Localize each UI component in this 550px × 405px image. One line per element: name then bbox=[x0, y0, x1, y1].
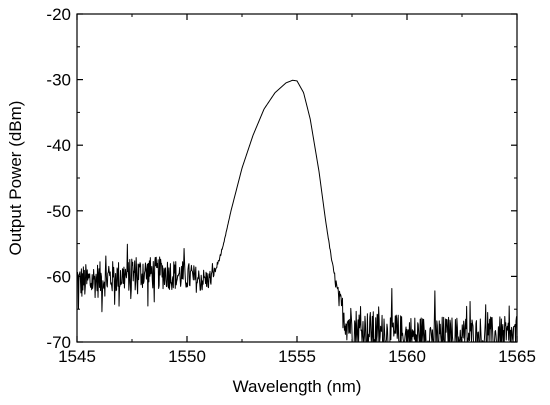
x-axis-label: Wavelength (nm) bbox=[233, 377, 362, 396]
y-tick-label: -60 bbox=[46, 267, 71, 286]
plot-frame bbox=[76, 13, 518, 343]
y-tick-label: -20 bbox=[46, 5, 71, 24]
y-tick-label: -40 bbox=[46, 136, 71, 155]
y-axis-label: Output Power (dBm) bbox=[6, 101, 25, 256]
y-tick-label: -30 bbox=[46, 71, 71, 90]
x-tick-label: 1550 bbox=[168, 347, 206, 366]
tick-labels: 1545 1550 1555 1560 1565 -70 -60 -50 -40 -30 -20 bbox=[46, 5, 535, 366]
y-tick-label: -70 bbox=[46, 333, 71, 352]
x-tick-label: 1555 bbox=[278, 347, 316, 366]
x-tick-label: 1545 bbox=[58, 347, 96, 366]
axis-ticks bbox=[76, 13, 518, 343]
x-tick-label: 1560 bbox=[388, 347, 426, 366]
spectrum-line bbox=[76, 79, 518, 343]
x-tick-label: 1565 bbox=[498, 347, 536, 366]
y-tick-label: -50 bbox=[46, 202, 71, 221]
